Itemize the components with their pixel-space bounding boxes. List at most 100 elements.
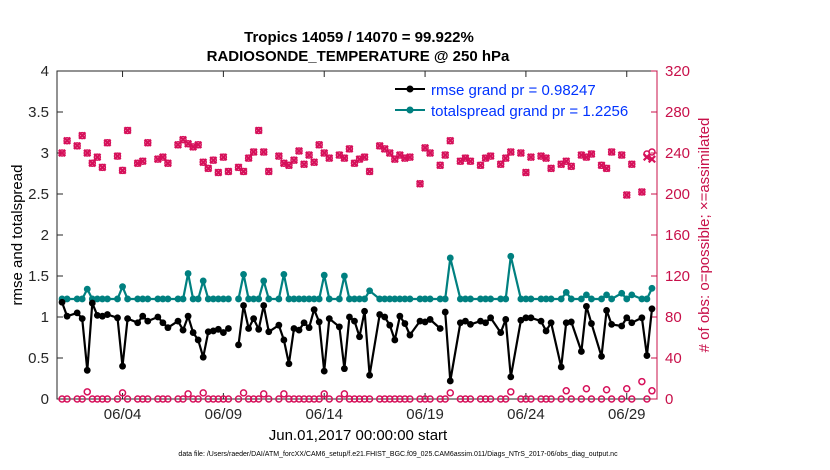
rejected-obs-point: [295, 395, 303, 403]
totalspread-point: [638, 295, 646, 303]
totalspread-point: [547, 295, 555, 303]
obs-assimilated-point: [315, 140, 324, 149]
rmse-point: [436, 325, 444, 332]
totalspread-point: [78, 295, 86, 303]
obs-assimilated-point: [597, 161, 606, 170]
y-tick-label: 1.5: [28, 268, 49, 285]
totalspread-point: [275, 295, 283, 303]
rmse-point: [401, 320, 409, 327]
rmse-point: [285, 360, 293, 368]
rejected-obs-point: [209, 395, 218, 403]
rmse-point: [623, 314, 631, 322]
rmse-point: [134, 319, 142, 327]
x-tick-label: 06/14: [305, 406, 343, 423]
totalspread-point: [250, 295, 258, 303]
obs-assimilated-point: [295, 146, 303, 155]
y-tick-label: 1: [41, 309, 49, 326]
obs-possible-point: [179, 135, 187, 144]
totalspread-point: [199, 277, 207, 285]
obs-possible-point: [507, 148, 515, 156]
y2-axis-label: # of obs: o=possible; ×=assimilated: [696, 118, 713, 353]
obs-assimilated-point: [466, 157, 475, 166]
rejected-obs-point: [144, 395, 152, 403]
rejected-obs-point: [517, 395, 525, 403]
rejected-obs-point: [441, 395, 449, 403]
obs-assimilated-point: [300, 160, 309, 169]
obs-assimilated-point: [426, 149, 435, 157]
obs-assimilated-point: [194, 140, 203, 149]
totalspread-point: [124, 295, 131, 303]
rmse-point: [114, 314, 121, 322]
rejected-obs-point: [184, 390, 192, 398]
obs-assimilated-point: [189, 142, 198, 151]
obs-assimilated-point: [526, 153, 535, 162]
rejected-obs-point: [133, 395, 142, 403]
obs-assimilated-point: [542, 154, 551, 163]
totalspread-point: [285, 295, 293, 303]
obs-assimilated-point: [209, 156, 218, 165]
totalspread-point: [340, 272, 348, 280]
y2-axis-ticks: 0 40 80 120 160 200 240 280 320: [651, 63, 690, 408]
rmse-point: [88, 299, 96, 307]
totalspread-point: [588, 295, 595, 303]
rmse-point: [104, 311, 111, 318]
rejected-obs-point: [421, 395, 429, 403]
obs-possible-point: [58, 149, 66, 157]
rmse-point: [583, 302, 590, 310]
obs-possible-point: [476, 161, 485, 170]
totalspread-point: [335, 295, 343, 303]
obs-assimilated-point: [516, 149, 525, 157]
totalspread-point: [346, 295, 353, 303]
totalspread-point: [351, 295, 358, 303]
rejected-obs-point: [622, 385, 631, 393]
obs-assimilated-point: [335, 151, 344, 160]
obs-possible-point: [88, 159, 97, 167]
obs-assimilated-point: [244, 154, 253, 163]
totalspread-point: [567, 295, 575, 303]
rmse-point: [376, 311, 384, 318]
totalspread-point: [280, 270, 288, 278]
totalspread-point: [527, 295, 535, 303]
rmse-point: [346, 313, 353, 321]
totalspread-point: [517, 295, 525, 303]
obs-possible-point: [638, 188, 646, 196]
rejected-obs-point: [466, 395, 475, 403]
totalspread-point: [598, 295, 605, 303]
rmse-point: [638, 314, 646, 322]
rejected-obs-point: [401, 395, 409, 403]
obs-assimilated-group: [58, 126, 656, 200]
totalspread-point: [426, 295, 434, 303]
obs-possible-point: [622, 191, 631, 199]
obs-possible-point: [214, 168, 223, 177]
obs-possible-point: [259, 148, 268, 156]
totalspread-point: [507, 252, 515, 260]
obs-assimilated-point: [73, 141, 82, 150]
totalspread-point: [134, 295, 142, 303]
obs-assimilated-point: [103, 138, 112, 147]
rejected-obs-point: [174, 395, 182, 403]
rmse-point: [527, 314, 535, 322]
rmse-point: [240, 302, 247, 309]
obs-assimilated-point: [78, 131, 87, 140]
rejected-obs-point: [290, 395, 298, 403]
rmse-point: [351, 317, 358, 325]
rejected-obs-point: [522, 395, 530, 403]
rejected-obs-point: [83, 388, 92, 396]
rejected-obs-point: [204, 395, 213, 403]
totalspread-point: [477, 295, 484, 303]
totalspread-point: [436, 295, 444, 303]
y2-tick-label: 0: [665, 391, 673, 408]
y-tick-label: 2.5: [28, 186, 49, 203]
obs-assimilated-point: [158, 153, 167, 162]
obs-assimilated-point: [405, 153, 414, 162]
obs-assimilated-point: [279, 159, 288, 168]
rmse-point: [214, 325, 222, 333]
totalspread-point: [441, 295, 449, 303]
totalspread-point: [315, 295, 323, 303]
rejected-obs-point: [507, 388, 515, 396]
rejected-obs-point: [179, 395, 187, 403]
rmse-point: [356, 333, 363, 341]
obs-assimilated-point: [325, 154, 334, 163]
obs-assimilated-point: [224, 167, 233, 176]
totalspread-point: [320, 271, 328, 279]
